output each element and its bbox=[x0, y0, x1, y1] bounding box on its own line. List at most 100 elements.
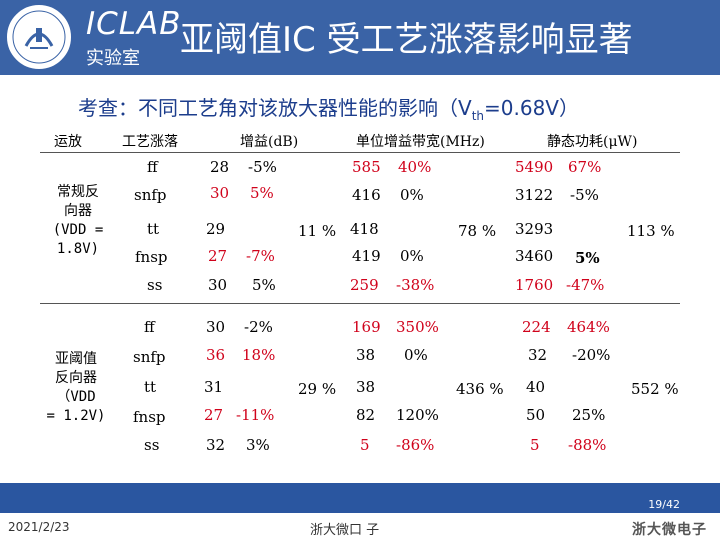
power-value: 50 bbox=[526, 406, 546, 424]
gbw-value: 82 bbox=[356, 406, 376, 424]
slide-title: 亚阈值IC 受工艺涨落影响显著 bbox=[180, 20, 633, 60]
gbw-value: 38 bbox=[356, 378, 376, 396]
gain-value: 27 bbox=[204, 406, 224, 424]
group-label-line: 亚阈值 bbox=[55, 351, 97, 367]
gbw-value: 419 bbox=[352, 247, 381, 265]
gain-pct: -5% bbox=[248, 158, 277, 176]
subtitle-subscript: th bbox=[471, 109, 484, 123]
gbw-pct: -38% bbox=[396, 276, 435, 294]
corner-label: ff bbox=[147, 158, 158, 176]
power-value: 3293 bbox=[515, 220, 554, 238]
gain-spread: 11 % bbox=[298, 222, 337, 240]
gain-value: 32 bbox=[206, 436, 226, 454]
power-value: 32 bbox=[528, 346, 548, 364]
corner-label: ss bbox=[144, 436, 160, 454]
corner-label: fnsp bbox=[135, 248, 168, 266]
subtitle-prefix: 考查：不同工艺角对该放大器性能的影响（V bbox=[78, 96, 472, 120]
group-label-line: （VDD bbox=[56, 389, 96, 405]
column-header-power: 静态功耗(μW) bbox=[547, 134, 638, 150]
gain-value: 30 bbox=[210, 184, 230, 202]
lab-name: ICLAB bbox=[86, 6, 182, 42]
gbw-value: 5 bbox=[360, 436, 370, 454]
group-label-line: 向器 bbox=[64, 203, 92, 219]
lab-subname: 实验室 bbox=[86, 48, 140, 69]
power-pct: 67% bbox=[568, 158, 602, 176]
table-header-divider bbox=[40, 152, 680, 153]
footer-bar bbox=[0, 483, 720, 513]
group-label-subthreshold: 亚阈值 反向器 （VDD = 1.2V) bbox=[36, 350, 116, 426]
gbw-value: 259 bbox=[350, 276, 379, 294]
gain-pct: 3% bbox=[246, 436, 270, 454]
footer: 19/42 2021/2/23 浙大微口 子 浙大微电子 bbox=[0, 483, 720, 540]
gbw-spread: 78 % bbox=[458, 222, 497, 240]
footer-brand: 浙大微电子 bbox=[632, 522, 707, 538]
gain-spread: 29 % bbox=[298, 380, 337, 398]
group-label-line: 1.8V) bbox=[56, 241, 100, 257]
gbw-pct: -86% bbox=[396, 436, 435, 454]
university-logo bbox=[4, 2, 74, 72]
gain-pct: -11% bbox=[236, 406, 275, 424]
group-label-line: (VDD = bbox=[52, 222, 104, 238]
column-header-opamp: 运放 bbox=[54, 134, 82, 150]
gain-pct: 5% bbox=[252, 276, 276, 294]
gain-value: 36 bbox=[206, 346, 226, 364]
page-number: 19/42 bbox=[648, 498, 680, 511]
power-pct: 25% bbox=[572, 406, 606, 424]
gbw-pct: 350% bbox=[396, 318, 439, 336]
power-value: 3122 bbox=[515, 186, 554, 204]
corner-label: snfp bbox=[134, 186, 167, 204]
power-pct: 5% bbox=[575, 249, 600, 267]
table-group-divider bbox=[40, 303, 680, 304]
footer-date: 2021/2/23 bbox=[8, 520, 70, 534]
power-value: 5 bbox=[530, 436, 540, 454]
gbw-pct: 40% bbox=[398, 158, 432, 176]
corner-label: ss bbox=[147, 276, 163, 294]
group-label-line: = 1.2V) bbox=[46, 408, 106, 424]
gbw-value: 585 bbox=[352, 158, 381, 176]
power-spread: 113 % bbox=[627, 222, 675, 240]
power-value: 5490 bbox=[515, 158, 554, 176]
gain-value: 27 bbox=[208, 247, 228, 265]
gain-value: 30 bbox=[206, 318, 226, 336]
power-pct: -47% bbox=[566, 276, 605, 294]
power-value: 3460 bbox=[515, 247, 554, 265]
column-header-corner: 工艺涨落 bbox=[122, 134, 178, 150]
power-value: 1760 bbox=[515, 276, 554, 294]
gain-value: 31 bbox=[204, 378, 224, 396]
gbw-pct: 0% bbox=[400, 247, 424, 265]
corner-label: tt bbox=[147, 220, 160, 238]
gbw-value: 169 bbox=[352, 318, 381, 336]
gain-pct: 18% bbox=[242, 346, 276, 364]
column-header-gain: 增益(dB) bbox=[240, 134, 299, 150]
gain-pct: -2% bbox=[244, 318, 273, 336]
power-pct: -88% bbox=[568, 436, 607, 454]
column-header-gbw: 单位增益带宽(MHz) bbox=[356, 134, 485, 150]
power-pct: -20% bbox=[572, 346, 611, 364]
corner-label: fnsp bbox=[133, 408, 166, 426]
gain-pct: -7% bbox=[246, 247, 275, 265]
power-pct: 464% bbox=[567, 318, 610, 336]
gain-value: 29 bbox=[206, 220, 226, 238]
power-spread: 552 % bbox=[631, 380, 679, 398]
gain-value: 28 bbox=[210, 158, 230, 176]
gbw-value: 38 bbox=[356, 346, 376, 364]
gain-pct: 5% bbox=[250, 184, 274, 202]
power-value: 224 bbox=[522, 318, 551, 336]
group-label-line: 反向器 bbox=[55, 370, 97, 386]
header-bar: ICLAB 实验室 亚阈值IC 受工艺涨落影响显著 bbox=[0, 0, 720, 75]
gbw-pct: 0% bbox=[404, 346, 428, 364]
gbw-spread: 436 % bbox=[456, 380, 504, 398]
slide-subtitle: 考查：不同工艺角对该放大器性能的影响（Vth=0.68V） bbox=[78, 92, 579, 123]
gbw-value: 416 bbox=[352, 186, 381, 204]
gbw-pct: 0% bbox=[400, 186, 424, 204]
gbw-value: 418 bbox=[350, 220, 379, 238]
power-value: 40 bbox=[526, 378, 546, 396]
gbw-pct: 120% bbox=[396, 406, 439, 424]
subtitle-suffix: =0.68V） bbox=[484, 96, 579, 120]
group-label-line: 常规反 bbox=[57, 184, 99, 200]
corner-label: ff bbox=[144, 318, 155, 336]
group-label-conventional: 常规反 向器 (VDD = 1.8V) bbox=[38, 183, 118, 259]
footer-org: 浙大微口 子 bbox=[310, 523, 380, 538]
gain-value: 30 bbox=[208, 276, 228, 294]
corner-label: tt bbox=[144, 378, 157, 396]
